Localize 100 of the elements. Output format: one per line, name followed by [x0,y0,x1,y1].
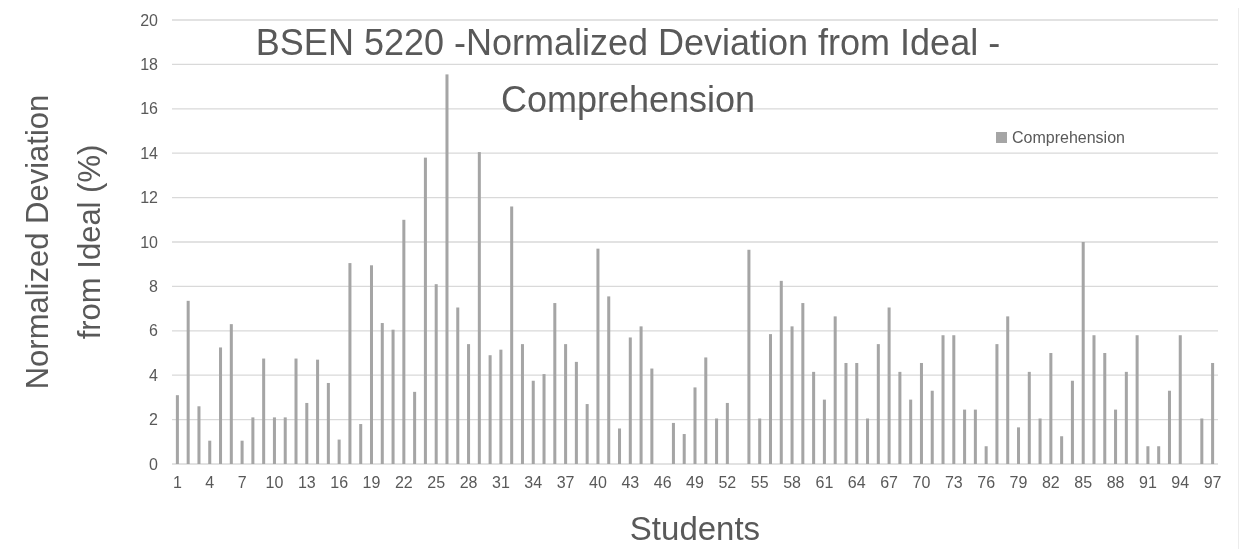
bar [380,323,384,464]
bar [1027,371,1031,464]
bar [898,371,902,464]
bar [359,424,363,464]
legend-label: Comprehension [1012,128,1125,146]
bar [175,395,179,464]
x-tick-label: 82 [1041,473,1060,491]
bar [822,399,826,464]
bar [1081,242,1085,464]
x-tick-label: 40 [589,473,607,491]
bar [1124,371,1128,464]
x-tick-label: 4 [205,473,215,491]
bar [1157,446,1161,464]
bar [747,249,751,464]
bar [693,387,697,464]
bar [402,219,406,464]
bar [542,374,546,464]
bar [531,380,535,464]
bar [1092,335,1096,464]
bar [725,402,729,464]
x-tick-label: 85 [1074,473,1093,491]
bar [445,74,449,464]
x-tick-label: 22 [394,473,413,491]
x-axis-title: Students [629,510,761,547]
y-tick-label: 0 [149,455,159,473]
x-tick-label: 97 [1203,473,1222,491]
bar [348,263,352,464]
y-axis-title: Normalized Deviation from Ideal (%) [20,94,107,390]
bar [607,296,611,464]
bar [768,334,772,464]
bar [887,307,891,464]
x-tick-label: 46 [653,473,672,491]
y-tick-label: 14 [140,144,159,162]
bar [1006,316,1010,464]
x-tick-label: 25 [427,473,446,491]
bar [1114,409,1118,464]
bar [553,303,557,464]
bar [1070,380,1074,464]
x-tick-label: 49 [686,473,704,491]
y-tick-label: 4 [149,366,159,384]
bar [952,335,956,464]
bar [1135,335,1139,464]
x-tick-label: 58 [783,473,802,491]
bar [240,440,244,464]
bar [671,422,675,464]
bar [758,418,762,464]
y-tick-label: 18 [140,56,159,73]
x-tick-label: 61 [815,473,834,491]
bar [682,434,686,464]
bar [650,368,654,464]
bar [1211,362,1215,464]
bar [833,316,837,464]
bar [639,326,643,464]
bar [941,335,945,464]
y-tick-label: 16 [140,100,159,118]
bar [715,418,719,464]
bar [973,409,977,464]
x-tick-label: 73 [944,473,963,491]
bar [844,362,848,464]
bar [326,382,330,464]
bar [1103,353,1107,464]
bar [963,409,967,464]
bar [876,344,880,464]
bar [909,399,913,464]
bar [294,358,298,464]
bar [855,362,859,464]
bar [1146,446,1150,464]
x-tick-label: 1 [172,473,182,491]
text: BSEN 5220 -Normalized Deviation from Ideal - Comprehension [255,22,1001,120]
bar [391,329,395,464]
bar [919,362,923,464]
bar [262,358,266,464]
x-tick-label: 37 [556,473,575,491]
bar [434,284,438,464]
y-tick-label: 20 [140,11,159,29]
bar [229,324,233,464]
bar [197,406,201,464]
y-tick-label: 8 [149,278,159,295]
bar [510,206,514,464]
y-tick-label: 2 [149,411,159,429]
y-tick-label: 6 [149,322,159,340]
bar [520,344,524,464]
x-tick-label: 67 [880,473,899,491]
bar [251,417,255,464]
x-tick-label: 88 [1106,473,1125,491]
bar [574,361,578,464]
bar [1178,335,1182,464]
bar [1060,436,1064,464]
bar [499,349,503,464]
x-tick-label: 13 [297,473,316,491]
bar [1200,418,1204,464]
y-tick-label: 10 [140,233,159,251]
bar [984,446,988,464]
bar [305,402,309,464]
bar [369,265,373,464]
y-tick-label: 12 [140,189,159,207]
x-tick-label: 7 [237,473,247,491]
bar [1038,418,1042,464]
bar [618,428,622,464]
x-tick-label: 55 [750,473,769,491]
